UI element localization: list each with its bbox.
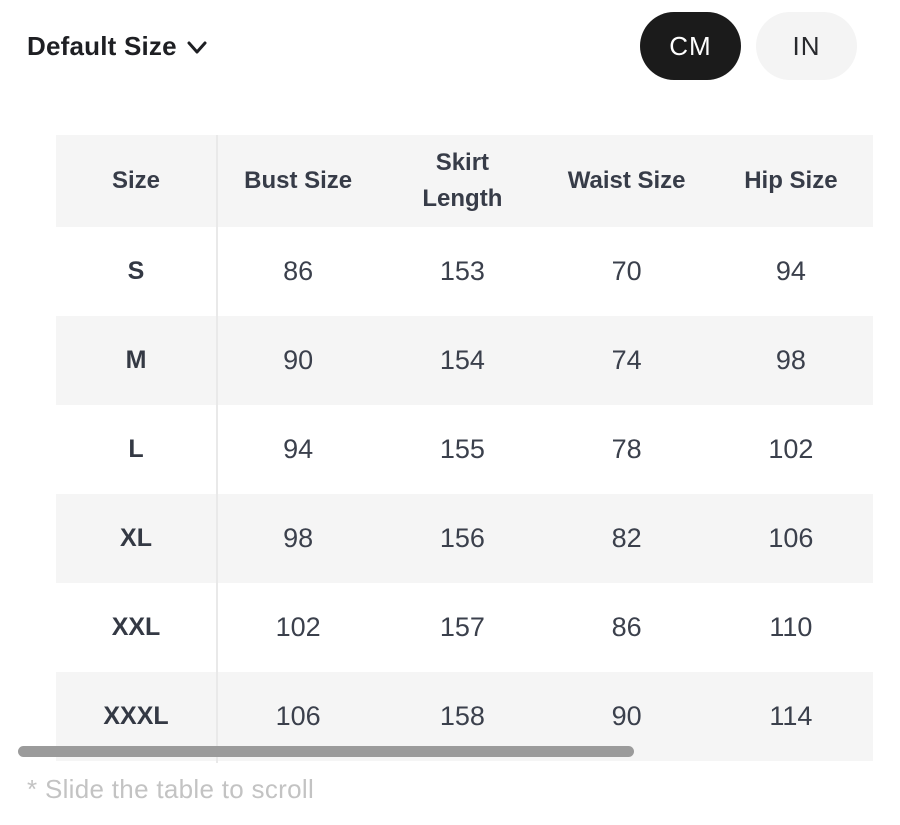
column-header-bust-size: Bust Size xyxy=(244,167,353,194)
skirt-length-value: 158 xyxy=(439,701,485,731)
size-label: S xyxy=(127,257,145,285)
bust-value: 94 xyxy=(283,434,314,464)
size-label: M xyxy=(125,346,147,374)
waist-value: 82 xyxy=(611,523,642,553)
table-row: S 86 153 70 94 xyxy=(56,227,873,316)
default-size-label: Default Size xyxy=(27,30,177,61)
horizontal-scrollbar-thumb[interactable] xyxy=(18,746,634,757)
waist-value: 90 xyxy=(611,701,642,731)
hip-value: 98 xyxy=(775,345,806,375)
bust-value: 98 xyxy=(283,523,314,553)
first-column-divider xyxy=(216,135,218,763)
hip-value: 102 xyxy=(768,434,814,464)
waist-value: 86 xyxy=(611,612,642,642)
hip-value: 106 xyxy=(768,523,814,553)
hip-value: 114 xyxy=(769,701,813,731)
size-label: XXL xyxy=(111,613,161,641)
column-header-hip-size: Hip Size xyxy=(744,167,838,194)
bust-value: 106 xyxy=(275,701,321,731)
skirt-length-value: 157 xyxy=(439,612,485,642)
table-row: XXL 102 157 86 110 xyxy=(56,583,873,672)
size-chart-table[interactable]: Size Bust Size Skirt Length Waist Size H… xyxy=(56,135,873,763)
chevron-down-icon xyxy=(187,41,207,54)
table-row: XL 98 156 82 106 xyxy=(56,494,873,583)
unit-in-button[interactable]: IN xyxy=(756,12,857,80)
table-row: M 90 154 74 98 xyxy=(56,316,873,405)
column-header-size: Size xyxy=(111,167,161,194)
skirt-length-value: 156 xyxy=(439,523,485,553)
skirt-length-value: 155 xyxy=(439,434,485,464)
waist-value: 70 xyxy=(611,256,642,286)
skirt-length-value: 154 xyxy=(439,345,485,375)
unit-toggle: CM IN xyxy=(640,12,857,80)
bust-value: 90 xyxy=(283,345,314,375)
waist-value: 74 xyxy=(611,345,642,375)
hip-value: 94 xyxy=(775,256,806,286)
table-row: L 94 155 78 102 xyxy=(56,405,873,494)
skirt-length-value: 153 xyxy=(439,256,485,286)
column-header-waist-size: Waist Size xyxy=(567,167,686,194)
column-header-skirt-length: Skirt Length xyxy=(422,149,503,212)
size-label: XL xyxy=(120,524,152,552)
default-size-dropdown[interactable]: Default Size xyxy=(27,31,207,62)
bust-value: 102 xyxy=(275,612,321,642)
unit-cm-button[interactable]: CM xyxy=(640,12,741,80)
table-header-row: Size Bust Size Skirt Length Waist Size H… xyxy=(56,135,873,227)
bust-value: 86 xyxy=(283,256,314,286)
hip-value: 110 xyxy=(769,612,813,642)
waist-value: 78 xyxy=(611,434,642,464)
scroll-hint-text: * Slide the table to scroll xyxy=(27,774,315,804)
size-label: L xyxy=(128,435,144,463)
topbar: Default Size CM IN xyxy=(27,0,857,92)
size-label: XXXL xyxy=(103,702,169,730)
